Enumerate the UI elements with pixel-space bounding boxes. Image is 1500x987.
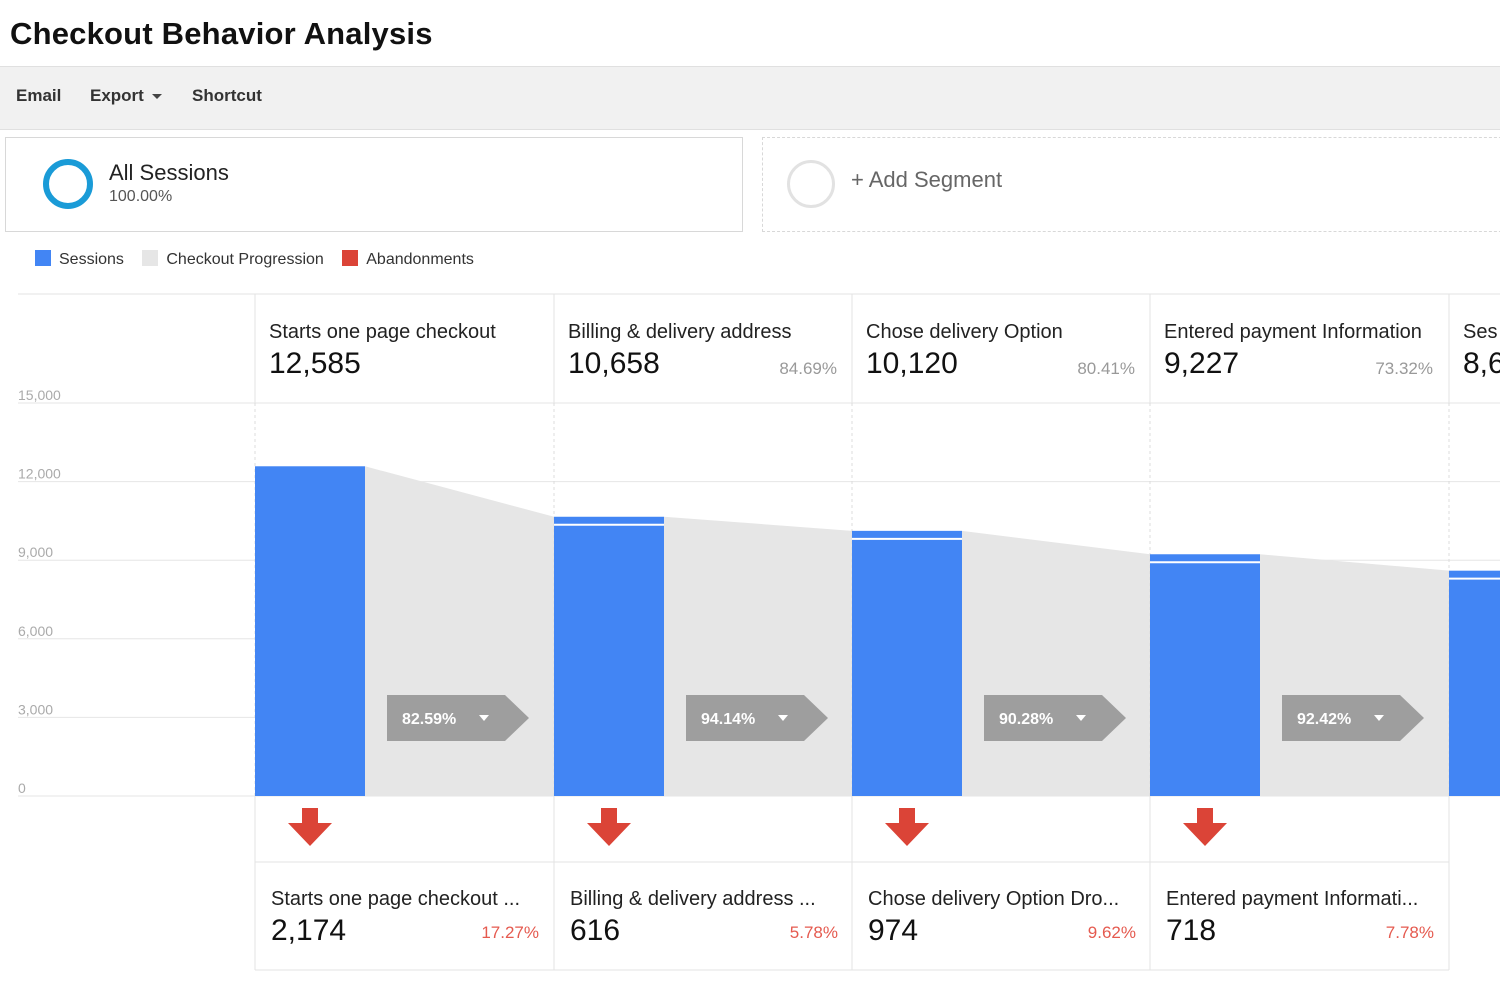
- chevron-down-icon: [151, 94, 162, 100]
- down-arrow-icon[interactable]: [288, 808, 332, 846]
- progression-rate-label: 90.28%: [999, 711, 1053, 728]
- chevron-down-icon: [479, 715, 489, 721]
- abandonment-value: 718: [1166, 914, 1216, 947]
- stage-label: Starts one page checkout: [269, 321, 496, 343]
- legend-sessions: Sessions: [35, 250, 124, 269]
- stage-label: Billing & delivery address: [568, 321, 791, 343]
- stage-percent: 84.69%: [779, 359, 837, 378]
- sessions-bar[interactable]: [852, 530, 962, 796]
- stage-value: 9,227: [1164, 347, 1239, 380]
- down-arrow-icon[interactable]: [1183, 808, 1227, 846]
- stage-percent: 73.32%: [1375, 359, 1433, 378]
- stage-percent: 80.41%: [1077, 359, 1135, 378]
- legend-abandonments: Abandonments: [342, 250, 474, 269]
- export-button[interactable]: Export: [90, 86, 162, 106]
- sessions-bar[interactable]: [1150, 554, 1260, 796]
- progression-rate-badge[interactable]: [1282, 695, 1424, 741]
- sessions-bar[interactable]: [255, 466, 365, 796]
- chevron-down-icon: [778, 715, 788, 721]
- progression-rate-label: 92.42%: [1297, 711, 1351, 728]
- y-tick-label: 0: [18, 780, 26, 796]
- export-label: Export: [90, 86, 144, 105]
- stage-label: Chose delivery Option: [866, 321, 1063, 343]
- stage-value: 10,120: [866, 347, 958, 380]
- progression-area: [1260, 554, 1449, 796]
- legend-label-progression: Checkout Progression: [166, 251, 324, 268]
- abandonment-label: Billing & delivery address ...: [570, 888, 816, 910]
- segment-card-all-sessions[interactable]: All Sessions 100.00%: [5, 137, 743, 232]
- progression-rate-label: 94.14%: [701, 711, 755, 728]
- abandonment-value: 974: [868, 914, 918, 947]
- sessions-bar[interactable]: [554, 516, 664, 796]
- legend-swatch-progression: [142, 250, 159, 266]
- add-segment-label: + Add Segment: [851, 167, 1003, 192]
- segment-name: All Sessions: [109, 160, 229, 185]
- abandonment-percent: 5.78%: [790, 923, 838, 942]
- chevron-down-icon: [1076, 715, 1086, 721]
- abandonment-label: Starts one page checkout ...: [271, 888, 520, 910]
- y-tick-label: 12,000: [18, 466, 61, 482]
- legend-swatch-sessions: [35, 250, 51, 266]
- progression-rate-badge[interactable]: [387, 695, 529, 741]
- email-button[interactable]: Email: [16, 86, 62, 105]
- abandonment-percent: 9.62%: [1088, 923, 1136, 942]
- down-arrow-icon[interactable]: [587, 808, 631, 846]
- y-tick-label: 6,000: [18, 623, 53, 639]
- legend-label-abandonments: Abandonments: [366, 251, 474, 268]
- abandonment-value: 2,174: [271, 914, 346, 947]
- progression-rate-label: 82.59%: [402, 711, 456, 728]
- segment-percent: 100.00%: [109, 188, 173, 205]
- progression-rate-badge[interactable]: [984, 695, 1126, 741]
- abandonment-percent: 17.27%: [481, 923, 539, 942]
- sessions-bar[interactable]: [1449, 570, 1500, 796]
- toolbar: Email Export Shortcut: [0, 66, 1500, 130]
- stage-label: Entered payment Information: [1164, 321, 1422, 343]
- abandonment-value: 616: [570, 914, 620, 947]
- empty-segment-ring-icon: [787, 160, 835, 208]
- progression-area: [365, 466, 554, 796]
- abandonment-label: Entered payment Informati...: [1166, 888, 1418, 910]
- shortcut-button[interactable]: Shortcut: [192, 86, 262, 105]
- chart-legend: Sessions Checkout Progression Abandonmen…: [35, 250, 488, 269]
- stage-value: 12,585: [269, 347, 361, 380]
- y-tick-label: 9,000: [18, 544, 53, 560]
- legend-progression: Checkout Progression: [142, 250, 324, 269]
- legend-swatch-abandonments: [342, 250, 359, 266]
- add-segment-card[interactable]: + Add Segment: [762, 137, 1500, 232]
- progression-area: [664, 516, 852, 796]
- progression-area: [962, 530, 1150, 796]
- stage-label: Ses: [1463, 321, 1497, 343]
- stage-value: 8,6: [1463, 347, 1500, 380]
- down-arrow-icon[interactable]: [885, 808, 929, 846]
- page-title: Checkout Behavior Analysis: [10, 16, 433, 51]
- chevron-down-icon: [1374, 715, 1384, 721]
- abandonment-label: Chose delivery Option Dro...: [868, 888, 1119, 910]
- progression-rate-badge[interactable]: [686, 695, 828, 741]
- y-tick-label: 3,000: [18, 701, 53, 717]
- legend-label-sessions: Sessions: [59, 251, 124, 268]
- y-tick-label: 15,000: [18, 387, 61, 403]
- abandonment-percent: 7.78%: [1386, 923, 1434, 942]
- stage-value: 10,658: [568, 347, 660, 380]
- segment-ring-icon: [43, 159, 93, 209]
